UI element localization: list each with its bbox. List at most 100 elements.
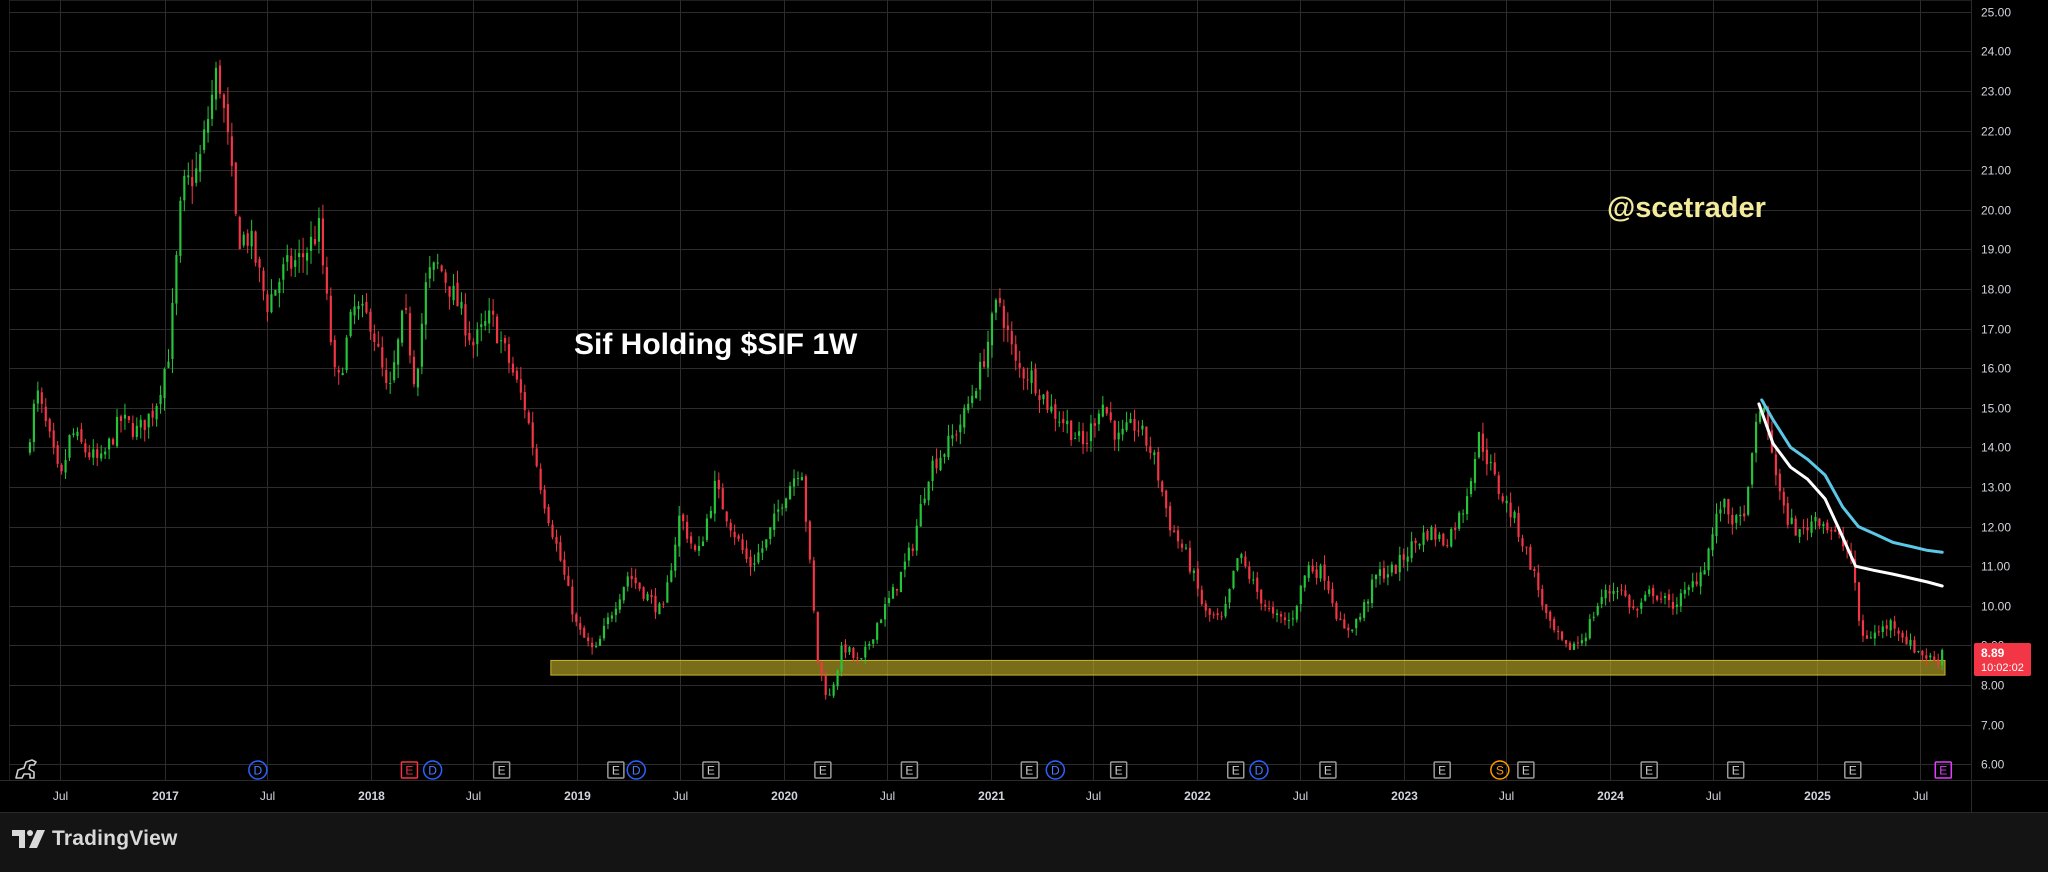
candle-body bbox=[883, 604, 887, 620]
candle bbox=[1169, 501, 1172, 537]
candle-body bbox=[1529, 546, 1532, 570]
candle-body bbox=[666, 582, 669, 603]
event-marker-earnings[interactable]: E bbox=[1020, 761, 1039, 779]
event-marker-shape bbox=[1249, 760, 1269, 780]
event-marker-earnings[interactable]: E bbox=[607, 761, 625, 779]
candle-body bbox=[52, 430, 55, 448]
event-marker-earnings-red[interactable]: E bbox=[400, 761, 419, 779]
event-marker-earnings[interactable]: E bbox=[1109, 761, 1128, 779]
event-marker-earnings[interactable]: E bbox=[1319, 761, 1337, 779]
candle bbox=[1933, 650, 1936, 662]
event-marker-dividend[interactable]: D bbox=[1045, 760, 1066, 780]
candle-body bbox=[317, 218, 321, 242]
candle-body bbox=[48, 419, 51, 432]
event-marker-split[interactable]: S bbox=[1490, 760, 1510, 780]
event-marker-dividend[interactable]: D bbox=[626, 760, 646, 780]
candle bbox=[1268, 600, 1271, 612]
event-marker-dividend[interactable]: D bbox=[422, 760, 443, 780]
event-marker-earnings[interactable]: E bbox=[1226, 761, 1245, 779]
candle-body bbox=[1905, 636, 1908, 645]
candle bbox=[697, 536, 701, 557]
event-marker-earnings-upcoming[interactable]: E bbox=[1934, 761, 1953, 779]
candle bbox=[1414, 537, 1417, 553]
candle bbox=[1315, 561, 1318, 585]
event-marker-earnings[interactable]: E bbox=[492, 761, 511, 779]
candle-body bbox=[1137, 430, 1140, 432]
candle-body bbox=[1081, 431, 1085, 445]
candle bbox=[1739, 506, 1742, 526]
candle bbox=[1422, 525, 1425, 552]
candle-body bbox=[325, 267, 328, 294]
event-marker-dividend[interactable]: D bbox=[1249, 760, 1269, 780]
event-marker-dividend[interactable]: D bbox=[248, 760, 268, 780]
candle bbox=[167, 349, 170, 369]
candle bbox=[1200, 585, 1203, 606]
candle bbox=[915, 519, 918, 556]
candle bbox=[1481, 422, 1484, 461]
candle-body bbox=[911, 548, 914, 551]
candle bbox=[963, 404, 966, 434]
candle-body bbox=[420, 323, 423, 367]
candle-body bbox=[238, 217, 241, 250]
candle bbox=[1224, 596, 1227, 619]
candle-body bbox=[634, 577, 637, 584]
time-tick-label: Jul bbox=[1913, 789, 1928, 803]
event-marker-earnings[interactable]: E bbox=[900, 761, 919, 779]
candle bbox=[1398, 546, 1401, 581]
price-tick-label: 11.00 bbox=[1981, 560, 2010, 574]
time-axis[interactable]: Jul 2017 Jul 2018 Jul 2019 Jul 2020 Jul 2021 Jul 20… bbox=[53, 789, 1928, 803]
candle bbox=[1430, 525, 1433, 541]
candle bbox=[1109, 401, 1112, 423]
candle-body bbox=[1180, 543, 1184, 548]
event-marker-earnings[interactable]: E bbox=[1726, 761, 1745, 779]
candle-body bbox=[840, 645, 843, 672]
candle bbox=[151, 403, 154, 427]
candle-body bbox=[662, 603, 665, 605]
candle bbox=[1707, 547, 1710, 576]
candle-body bbox=[1295, 605, 1298, 620]
candle-body bbox=[460, 301, 463, 309]
candle-body bbox=[286, 255, 289, 262]
candle-body bbox=[1766, 407, 1770, 432]
candle bbox=[1754, 413, 1758, 463]
candle-body bbox=[400, 310, 404, 343]
moving-average-line-2 bbox=[1757, 402, 1944, 588]
candle-body bbox=[266, 294, 269, 313]
candle bbox=[266, 290, 269, 322]
candle bbox=[183, 169, 186, 212]
tradingview-brand[interactable]: TradingView bbox=[12, 827, 178, 851]
event-marker-earnings[interactable]: E bbox=[1844, 761, 1862, 779]
candle bbox=[1632, 599, 1635, 611]
candle-body bbox=[1798, 529, 1801, 537]
dinosaur-icon[interactable] bbox=[15, 759, 37, 779]
candle-body bbox=[796, 477, 800, 479]
candle bbox=[313, 225, 317, 246]
event-marker-shape bbox=[626, 760, 646, 780]
event-marker-earnings[interactable]: E bbox=[814, 761, 832, 779]
candle bbox=[1588, 614, 1591, 640]
price-axis[interactable]: 6.007.008.009.0010.0011.0012.0013.0014.0… bbox=[1981, 6, 2011, 772]
candle-body bbox=[1133, 418, 1136, 431]
event-marker-earnings[interactable]: E bbox=[1433, 761, 1451, 779]
event-marker-earnings[interactable]: E bbox=[1517, 761, 1535, 779]
candle-body bbox=[1604, 589, 1607, 599]
candle bbox=[1877, 625, 1880, 637]
time-tick-label: 2025 bbox=[1804, 789, 1831, 803]
candle bbox=[1339, 611, 1342, 621]
candle bbox=[1438, 531, 1441, 542]
candle-body bbox=[44, 406, 47, 422]
candle bbox=[1212, 611, 1215, 619]
candle-body bbox=[1913, 640, 1916, 653]
candle bbox=[856, 652, 859, 665]
event-marker-earnings[interactable]: E bbox=[1640, 761, 1658, 779]
candle bbox=[1046, 390, 1049, 413]
candle-body bbox=[1493, 462, 1496, 475]
candle-body bbox=[1822, 523, 1825, 527]
candle bbox=[452, 274, 455, 306]
candle-body bbox=[1564, 640, 1568, 644]
time-tick-label: 2022 bbox=[1184, 789, 1211, 803]
event-marker-earnings[interactable]: E bbox=[702, 761, 720, 779]
candles bbox=[28, 59, 1944, 700]
